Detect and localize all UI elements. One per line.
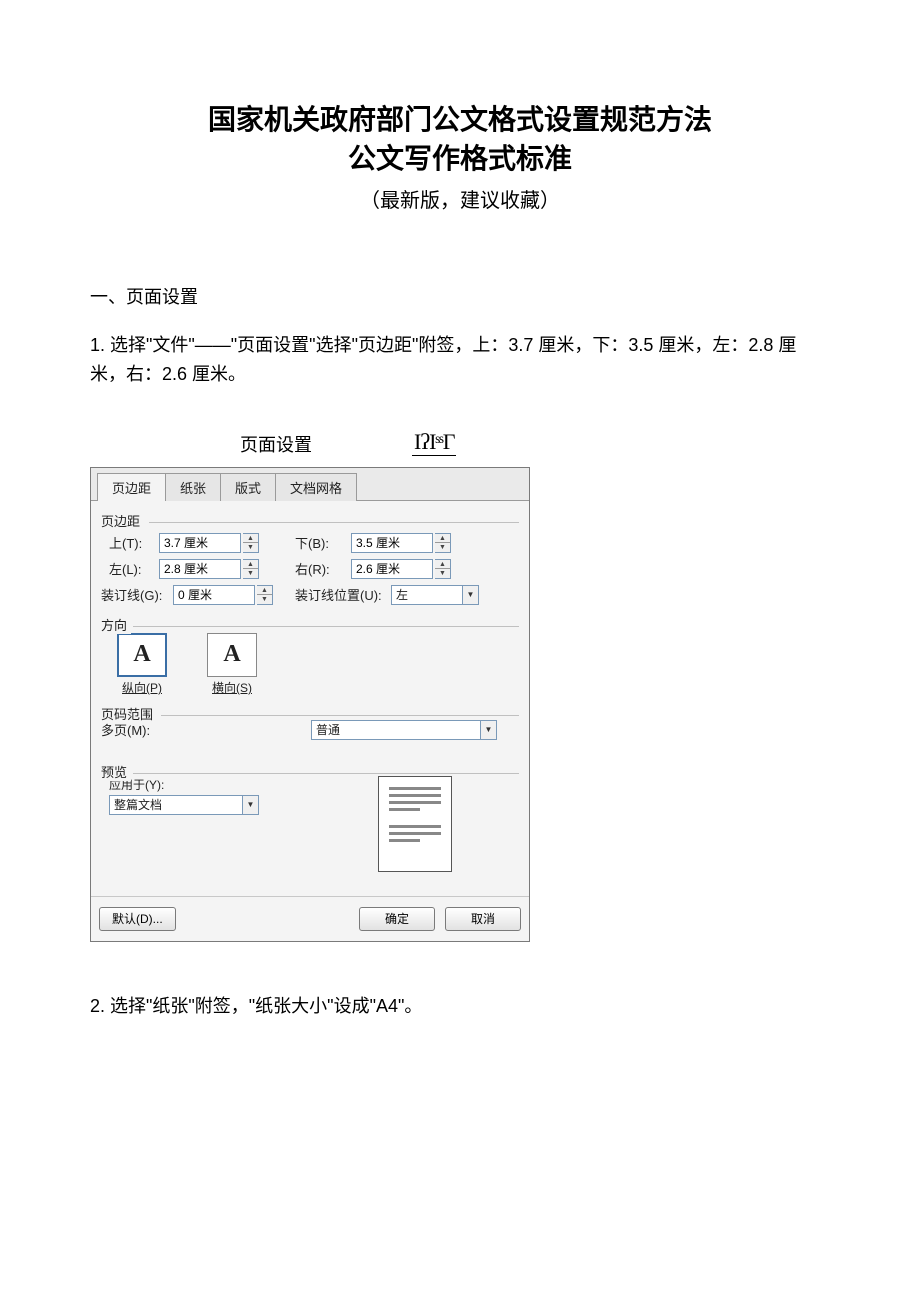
combo-applyto-value: 整篇文档 <box>110 796 242 813</box>
group-preview-line <box>133 773 519 774</box>
label-left: 左(L): <box>101 559 159 578</box>
group-orientation: 方向 A 纵向(P) A 横向(S) <box>101 615 519 696</box>
input-bottom[interactable] <box>351 533 433 553</box>
dialog-tabs: 页边距 纸张 版式 文档网格 <box>91 468 529 501</box>
preview-thumbnail-icon <box>378 776 452 872</box>
input-left[interactable] <box>159 559 241 579</box>
group-orientation-line <box>133 626 519 627</box>
applyto-col: 应用于(Y): 整篇文档 ▼ <box>101 776 301 815</box>
page-setup-dialog: 页边距 纸张 版式 文档网格 页边距 上(T): ▲▼ 下(B): ▲▼ 左(L… <box>90 467 530 942</box>
chevron-down-icon: ▼ <box>242 796 258 814</box>
dialog-caption-row: 页面设置 IʔIˢˢΓ <box>90 429 830 457</box>
landscape-label: 横向(S) <box>207 679 257 696</box>
grid-margins: 上(T): ▲▼ 下(B): ▲▼ 左(L): ▲▼ 右(R): ▲▼ <box>101 533 519 579</box>
tab-margins[interactable]: 页边距 <box>97 473 166 501</box>
group-preview: 预览 应用于(Y): 整篇文档 ▼ <box>101 762 519 872</box>
label-bottom: 下(B): <box>287 533 351 552</box>
label-right: 右(R): <box>287 559 351 578</box>
spinner-gutter[interactable]: ▲▼ <box>257 585 273 605</box>
chevron-down-icon: ▼ <box>480 721 496 739</box>
dialog-caption: 页面设置 <box>240 429 312 457</box>
footer-right: 确定 取消 <box>359 907 521 931</box>
orientation-row: A 纵向(P) A 横向(S) <box>101 633 519 696</box>
section1-paragraph1: 1. 选择"文件"——"页面设置"选择"页边距"附签，上：3.7 厘米，下：3.… <box>90 331 830 389</box>
document-page: 国家机关政府部门公文格式设置规范方法 公文写作格式标准 （最新版，建议收藏） 一… <box>0 0 920 1058</box>
input-top[interactable] <box>159 533 241 553</box>
ok-button[interactable]: 确定 <box>359 907 435 931</box>
input-gutter[interactable] <box>173 585 255 605</box>
label-top: 上(T): <box>101 533 159 552</box>
combo-multipage[interactable]: 普通 ▼ <box>311 720 497 740</box>
spinner-left[interactable]: ▲▼ <box>243 559 259 579</box>
portrait-icon: A <box>117 633 167 677</box>
spinner-right[interactable]: ▲▼ <box>435 559 451 579</box>
cancel-button[interactable]: 取消 <box>445 907 521 931</box>
spinner-bottom[interactable]: ▲▼ <box>435 533 451 553</box>
doc-title-line1: 国家机关政府部门公文格式设置规范方法 <box>90 100 830 139</box>
group-margins: 页边距 上(T): ▲▼ 下(B): ▲▼ 左(L): ▲▼ 右(R): <box>101 511 519 605</box>
chevron-down-icon: ▼ <box>462 586 478 604</box>
combo-gutter-pos[interactable]: 左 ▼ <box>391 585 479 605</box>
dialog-body: 页边距 上(T): ▲▼ 下(B): ▲▼ 左(L): ▲▼ 右(R): <box>91 501 529 882</box>
landscape-icon: A <box>207 633 257 677</box>
label-gutter-pos: 装订线位置(U): <box>295 585 391 604</box>
orientation-landscape[interactable]: A 横向(S) <box>207 633 257 696</box>
group-margins-line <box>149 522 519 523</box>
preview-grid: 应用于(Y): 整篇文档 ▼ <box>101 776 519 872</box>
doc-title-note: （最新版，建议收藏） <box>90 184 830 213</box>
combo-gutter-pos-value: 左 <box>392 586 462 603</box>
group-orientation-label: 方向 <box>101 615 131 634</box>
input-right[interactable] <box>351 559 433 579</box>
label-gutter: 装订线(G): <box>101 585 173 604</box>
doc-title-line2: 公文写作格式标准 <box>90 139 830 178</box>
portrait-label: 纵向(P) <box>117 679 167 696</box>
group-pagerange: 页码范围 多页(M): 普通 ▼ <box>101 704 519 740</box>
combo-applyto[interactable]: 整篇文档 ▼ <box>109 795 259 815</box>
combo-multipage-value: 普通 <box>312 721 480 738</box>
preview-thumb-wrap <box>311 776 519 872</box>
tab-paper[interactable]: 纸张 <box>165 473 221 501</box>
pagerange-row: 多页(M): 普通 ▼ <box>101 720 519 740</box>
group-margins-label: 页边距 <box>101 511 144 530</box>
section-heading-1: 一、页面设置 <box>90 283 830 309</box>
group-pagerange-label: 页码范围 <box>101 704 157 723</box>
label-multipage: 多页(M): <box>101 720 171 739</box>
tab-docgrid[interactable]: 文档网格 <box>275 473 357 501</box>
section1-paragraph2: 2. 选择"纸张"附签，"纸张大小"设成"A4"。 <box>90 992 830 1018</box>
dialog-footer: 默认(D)... 确定 取消 <box>91 896 529 941</box>
tab-layout[interactable]: 版式 <box>220 473 276 501</box>
orientation-portrait[interactable]: A 纵向(P) <box>117 633 167 696</box>
spinner-top[interactable]: ▲▼ <box>243 533 259 553</box>
default-button[interactable]: 默认(D)... <box>99 907 176 931</box>
group-preview-label: 预览 <box>101 762 131 781</box>
group-pagerange-line <box>161 715 519 716</box>
grid-gutter: 装订线(G): ▲▼ 装订线位置(U): 左 ▼ <box>101 585 519 605</box>
artifact-text: IʔIˢˢΓ <box>412 429 456 456</box>
